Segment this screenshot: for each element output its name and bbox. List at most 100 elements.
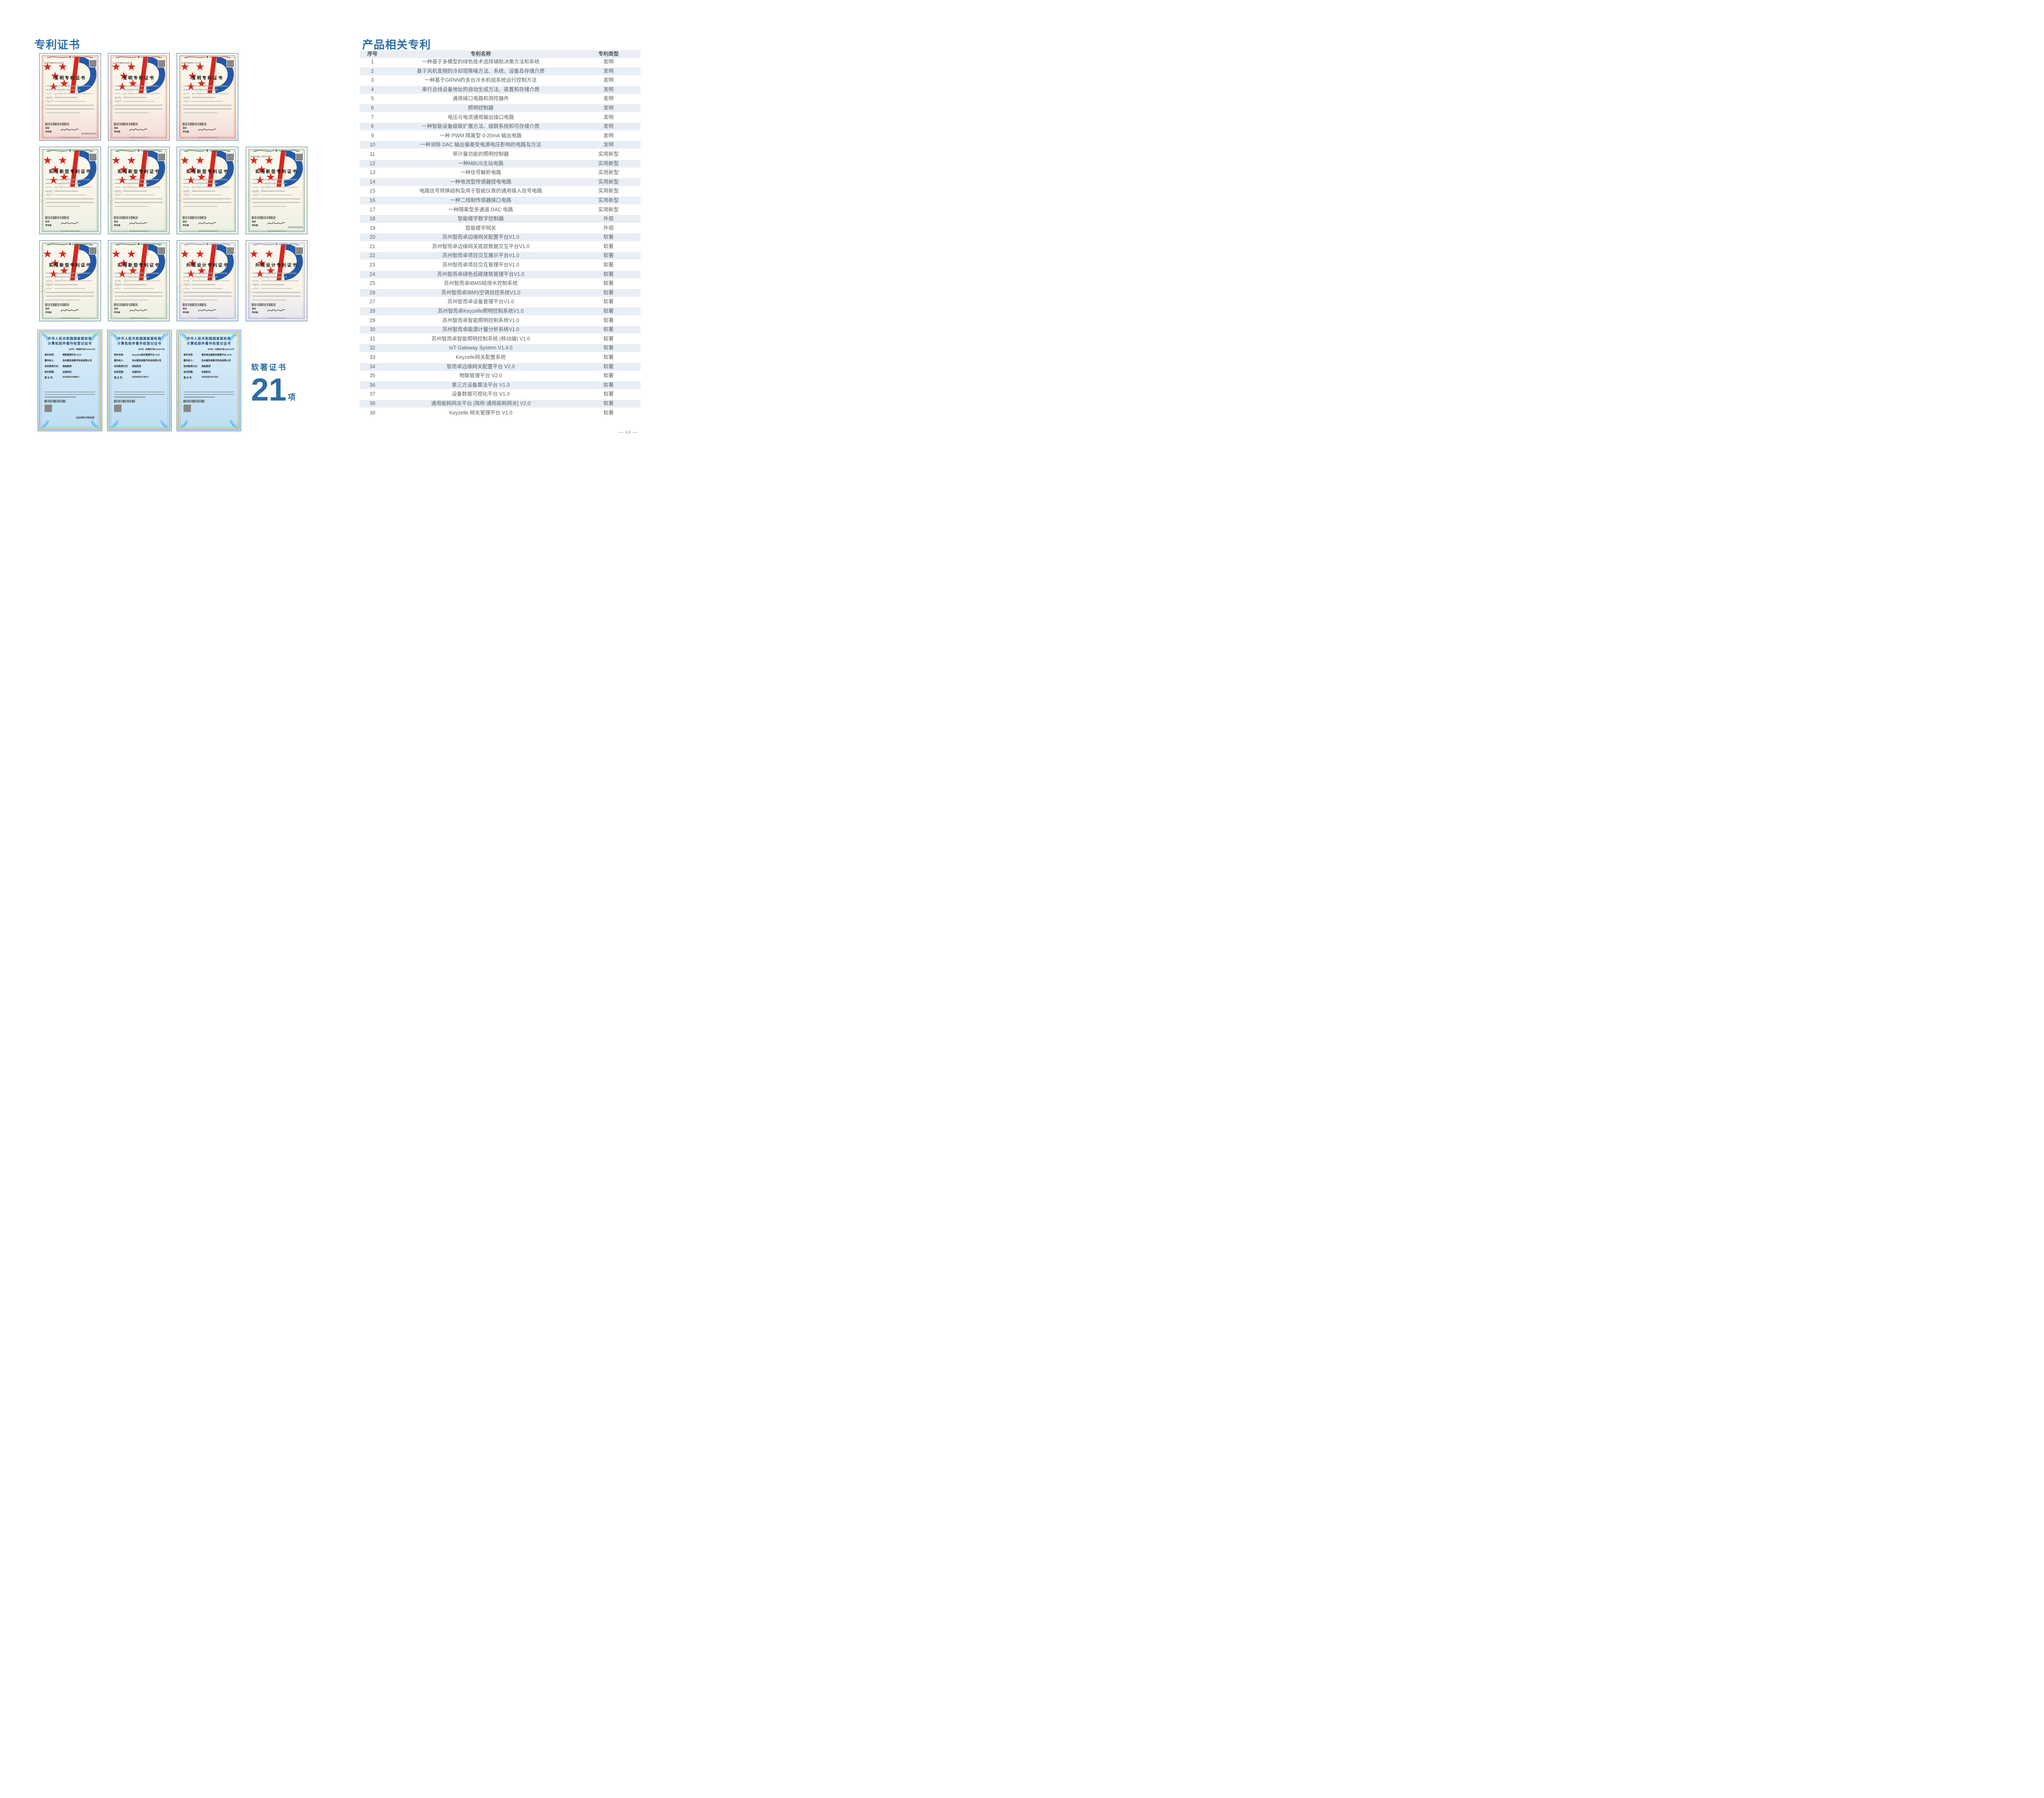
text-line xyxy=(183,93,232,94)
text-line xyxy=(114,288,163,289)
certificate-frame xyxy=(42,243,98,319)
certificate-number: 证书号第8000883号 xyxy=(113,62,133,65)
text-bar xyxy=(252,186,259,188)
text-line xyxy=(183,284,232,285)
cell-patent-type: 软著 xyxy=(603,373,614,379)
text-line xyxy=(114,93,163,94)
text-bar xyxy=(54,93,92,94)
text-bar xyxy=(183,206,217,207)
text-bar xyxy=(183,284,190,285)
flourish-ornament-icon xyxy=(115,243,162,246)
text-bar xyxy=(114,104,163,106)
text-line xyxy=(252,276,301,278)
text-bar xyxy=(261,179,297,180)
text-bar xyxy=(54,288,85,289)
table-row: 5 通用接口电路和测控器件 发明 xyxy=(360,95,641,104)
cell-index: 8 xyxy=(371,123,374,130)
text-bar xyxy=(114,299,149,301)
cell-index: 15 xyxy=(370,188,375,194)
cell-index: 34 xyxy=(370,363,375,369)
certificate-fields: 软件名称: Keyzelle网关管理平台 V1.0 著作权人: 苏州智而卓数字科技有限… xyxy=(114,353,166,382)
paragraph-line xyxy=(183,108,232,110)
text-line xyxy=(46,280,94,282)
text-bar xyxy=(54,186,92,188)
paragraph-line xyxy=(183,112,232,114)
table-row: 7 电压与电流通用输出接口电路 发明 xyxy=(360,114,641,123)
corner-flourish-icon xyxy=(160,419,169,428)
text-bar xyxy=(192,276,218,278)
cell-patent-name: 一种消除 DAC 输出偏差受电源电压影响的电路及方法 xyxy=(420,142,541,148)
text-bar xyxy=(54,89,81,90)
certificate-title: 实用新型专利证书 xyxy=(49,169,92,174)
svg-text:★: ★ xyxy=(188,257,197,269)
cell-index: 13 xyxy=(370,170,375,176)
text-line xyxy=(183,179,232,180)
field-label: 软件名称: xyxy=(184,354,193,356)
cell-patent-name: Keyzelle 网关管理平台 V1.0 xyxy=(449,410,513,416)
cell-patent-type: 软著 xyxy=(603,382,614,388)
text-bar xyxy=(183,85,190,87)
certificate-body-text-lines xyxy=(252,273,301,303)
text-line xyxy=(183,97,232,98)
text-bar xyxy=(183,280,190,282)
commissioner-signature-label: 局长 申长雨 xyxy=(252,220,258,228)
text-bar xyxy=(252,183,259,184)
table-row: 29 苏州智而卓智能照明控制系统V1.0 软著 xyxy=(360,317,641,326)
svg-text:★: ★ xyxy=(111,60,121,73)
barcode xyxy=(252,216,276,219)
certificate-body-text-lines xyxy=(46,179,94,210)
certificate-field-row: 权利取得方式: 原始取得 xyxy=(45,365,97,368)
paragraph-line xyxy=(114,202,163,203)
cell-patent-type: 发明 xyxy=(603,142,614,148)
text-bar xyxy=(184,394,234,395)
text-bar xyxy=(54,276,81,278)
field-label: 著作权人: xyxy=(114,360,124,362)
text-bar xyxy=(183,202,231,203)
text-line xyxy=(114,280,163,282)
cell-patent-name: 苏州智而卓IBMS空调自控系统V1.0 xyxy=(441,289,520,296)
qr-code-icon xyxy=(114,405,121,412)
certificate-title: 发明专利证书 xyxy=(54,76,86,81)
text-line xyxy=(46,194,94,196)
text-bar xyxy=(114,396,146,398)
paragraph-line xyxy=(114,108,163,110)
svg-text:★: ★ xyxy=(188,163,197,175)
text-bar xyxy=(252,276,259,278)
commissioner-signature-label: 局长 申长雨 xyxy=(114,127,120,134)
signature-icon xyxy=(129,128,148,131)
text-bar xyxy=(46,179,52,180)
text-line xyxy=(46,186,94,188)
text-bar xyxy=(123,183,149,184)
utility-patent-certificate: CNIPA 证书号第17856548号 ★ ★ ★ ★ ★ 实用新型专利证书 局… xyxy=(246,147,307,234)
qr-code-icon xyxy=(158,247,166,255)
text-bar xyxy=(183,299,217,301)
qr-code-icon xyxy=(184,405,191,412)
cell-patent-type: 实用新型 xyxy=(598,170,619,176)
text-line xyxy=(114,97,163,98)
cell-patent-name: 电路信号转换结构及用于智能仪表的通用接入信号电路 xyxy=(419,188,542,194)
cell-patent-name: 一种 PWM 隔离型 0-20mA 输出电路 xyxy=(439,132,522,139)
svg-text:★: ★ xyxy=(257,257,266,269)
field-value: 原始取得 xyxy=(63,365,72,368)
field-value: 全部权利 xyxy=(202,371,211,374)
certificate-body-text-lines xyxy=(183,179,232,210)
signature-icon xyxy=(267,222,285,225)
text-bar xyxy=(114,112,149,114)
text-bar xyxy=(192,85,228,87)
cell-patent-name: 苏州智而卓边缘网关底层数据交互平台V1.0 xyxy=(432,243,530,249)
commissioner-signature-label: 局长 申长雨 xyxy=(45,307,52,315)
commissioner-name: 申长雨 xyxy=(114,224,121,227)
table-row: 13 一种信号解析电路 实用新型 xyxy=(360,169,641,178)
cell-patent-type: 软著 xyxy=(603,410,614,416)
table-row: 8 一种智能设备级联扩展方法、级联系统和可存储介质 发明 xyxy=(360,123,641,132)
utility-patent-certificate: CNIPA ★ ★ ★ ★ ★ 实用新型专利证书 局长 申长雨 xyxy=(177,147,238,234)
certificate-number: 证书号：软著登字第15865015号 xyxy=(68,348,95,350)
certificate-body-text-lines xyxy=(114,273,163,303)
commissioner-title: 局长 xyxy=(114,127,119,130)
text-bar xyxy=(183,93,190,94)
paragraph-line xyxy=(114,112,163,114)
text-line xyxy=(114,183,163,184)
text-line xyxy=(183,276,232,278)
field-value: Keyzelle网关管理平台 V1.0 xyxy=(132,354,160,356)
paragraph-line xyxy=(114,291,163,293)
